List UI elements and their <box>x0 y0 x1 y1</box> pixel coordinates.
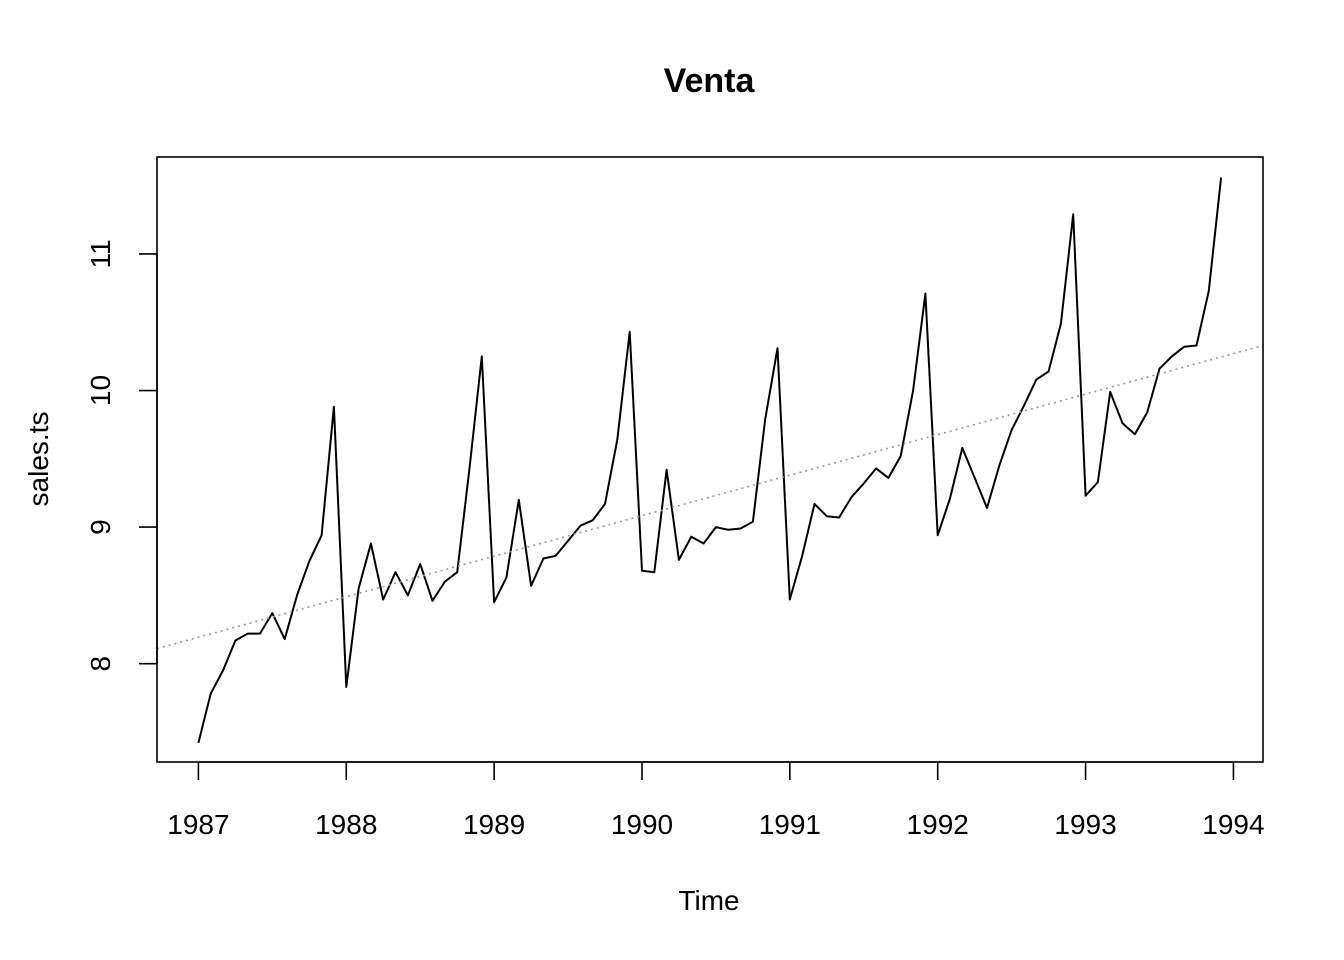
x-tick-label: 1993 <box>1054 809 1116 840</box>
x-axis-label: Time <box>678 885 739 916</box>
x-tick-label: 1991 <box>759 809 821 840</box>
y-tick-label: 10 <box>85 375 116 406</box>
y-axis: 8 9 10 11 <box>85 239 158 672</box>
trend-line <box>156 344 1264 650</box>
y-tick-label: 11 <box>85 239 116 268</box>
plot-frame <box>156 156 1264 763</box>
plot-area <box>156 177 1264 744</box>
x-tick-label: 1994 <box>1202 809 1264 840</box>
y-tick-label: 9 <box>85 519 116 535</box>
x-tick-label: 1987 <box>167 809 229 840</box>
y-axis-label: sales.ts <box>23 412 54 507</box>
x-axis: 1987 1988 1989 1990 1991 1992 1993 1994 <box>167 761 1265 840</box>
x-tick-label: 1990 <box>611 809 673 840</box>
y-tick-label: 8 <box>85 656 116 672</box>
x-tick-label: 1988 <box>315 809 377 840</box>
sales-series-line <box>197 177 1223 744</box>
chart-title: Venta <box>664 62 756 100</box>
x-tick-label: 1992 <box>907 809 969 840</box>
x-tick-label: 1989 <box>463 809 525 840</box>
